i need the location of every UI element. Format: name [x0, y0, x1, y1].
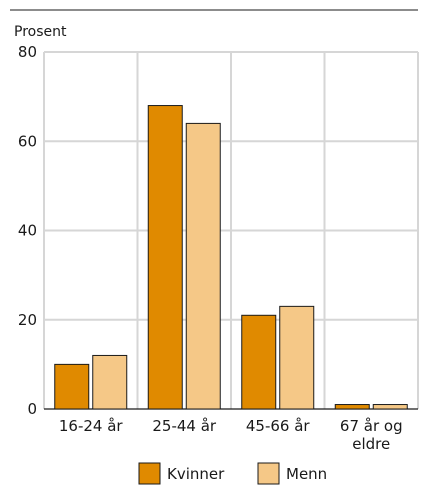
x-tick-label: 67 år og: [340, 417, 403, 435]
bars: [54, 105, 408, 410]
x-tick-label: eldre: [352, 435, 390, 453]
bar-kvinner-2: [241, 314, 277, 410]
legend-swatch-menn: [257, 462, 280, 485]
x-tick-label: 25-44 år: [152, 417, 217, 435]
bar-menn-3: [372, 404, 408, 410]
legend: Kvinner Menn: [138, 462, 327, 485]
y-tick-label: 40: [18, 222, 37, 240]
y-tick-label: 60: [18, 132, 37, 150]
bar-kvinner-1: [147, 105, 183, 410]
bar-menn-1: [185, 122, 221, 410]
y-tick-labels: 0 20 40 60 80: [18, 43, 37, 418]
y-axis-label: Prosent: [14, 24, 67, 40]
bar-kvinner-3: [334, 404, 370, 410]
bar-kvinner-0: [54, 363, 90, 410]
x-tick-label: 16-24 år: [59, 417, 124, 435]
y-tick-label: 80: [18, 43, 37, 61]
x-tick-label: 45-66 år: [246, 417, 311, 435]
legend-label-kvinner: Kvinner: [167, 465, 225, 483]
y-tick-label: 0: [27, 400, 37, 418]
bar-menn-2: [279, 305, 315, 410]
y-tick-label: 20: [18, 311, 37, 329]
legend-label-menn: Menn: [286, 465, 327, 483]
legend-swatch-kvinner: [138, 462, 161, 485]
bar-menn-0: [92, 354, 128, 410]
